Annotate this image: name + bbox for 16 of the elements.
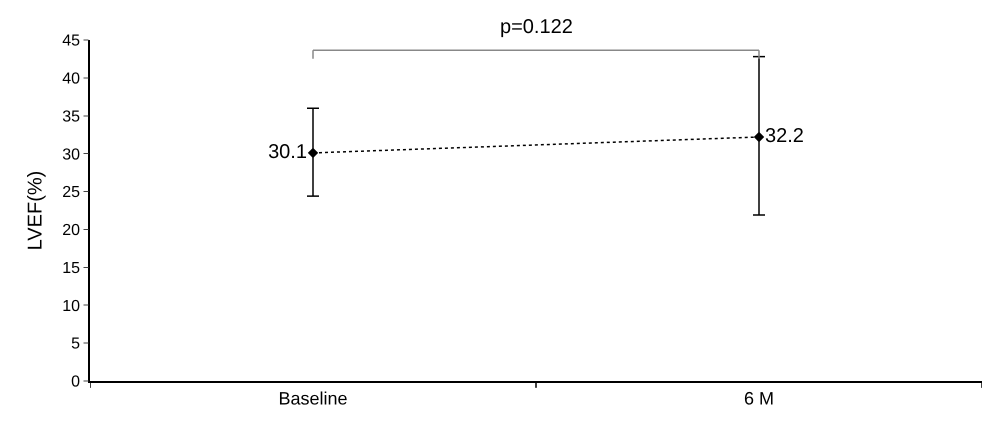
y-tick-label: 5 <box>71 336 80 353</box>
data-label: 32.2 <box>765 125 804 147</box>
y-tick-label: 25 <box>62 184 80 202</box>
y-tick-label: 10 <box>62 298 80 315</box>
y-tick-label: 40 <box>62 70 80 88</box>
x-tick-label: Baseline <box>278 388 348 408</box>
y-tick-label: 20 <box>62 222 80 240</box>
y-tick-label: 35 <box>62 108 80 126</box>
y-tick-label: 45 <box>62 32 80 50</box>
y-tick-label: 0 <box>71 374 80 391</box>
x-tick-label: 6 M <box>744 388 774 408</box>
data-label: 30.1 <box>268 140 307 163</box>
y-tick-label: 15 <box>62 260 80 277</box>
y-axis-title: LVEF(%) <box>24 170 46 250</box>
y-tick-label: 30 <box>62 146 80 164</box>
text: p=0.122 <box>500 16 573 38</box>
